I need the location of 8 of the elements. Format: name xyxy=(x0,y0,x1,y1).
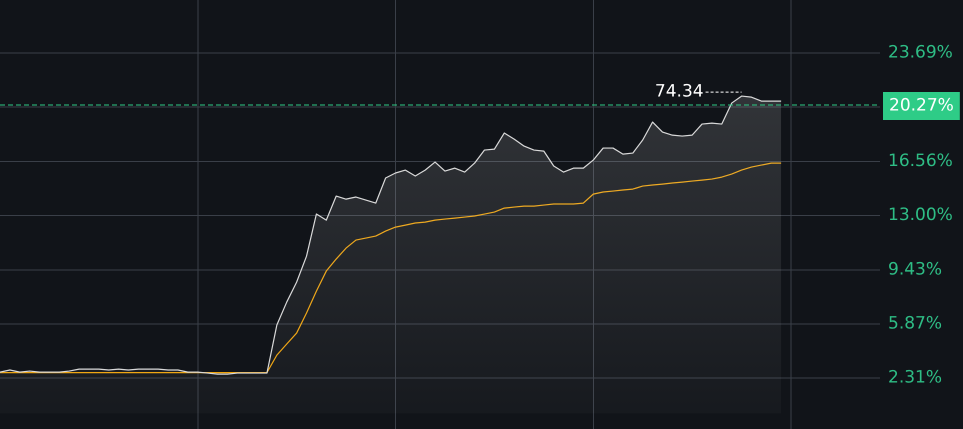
y-tick-label: 5.87% xyxy=(888,313,942,334)
y-tick-label: 9.43% xyxy=(888,259,942,280)
y-tick-label: 16.56% xyxy=(888,150,953,171)
y-tick-label: 2.31% xyxy=(888,367,942,388)
annotation: 74.34 xyxy=(654,82,704,102)
y-tick-label: 13.00% xyxy=(888,204,953,225)
ref-line-label: 20.27% xyxy=(889,95,954,116)
y-tick-label: 23.69% xyxy=(888,42,953,62)
